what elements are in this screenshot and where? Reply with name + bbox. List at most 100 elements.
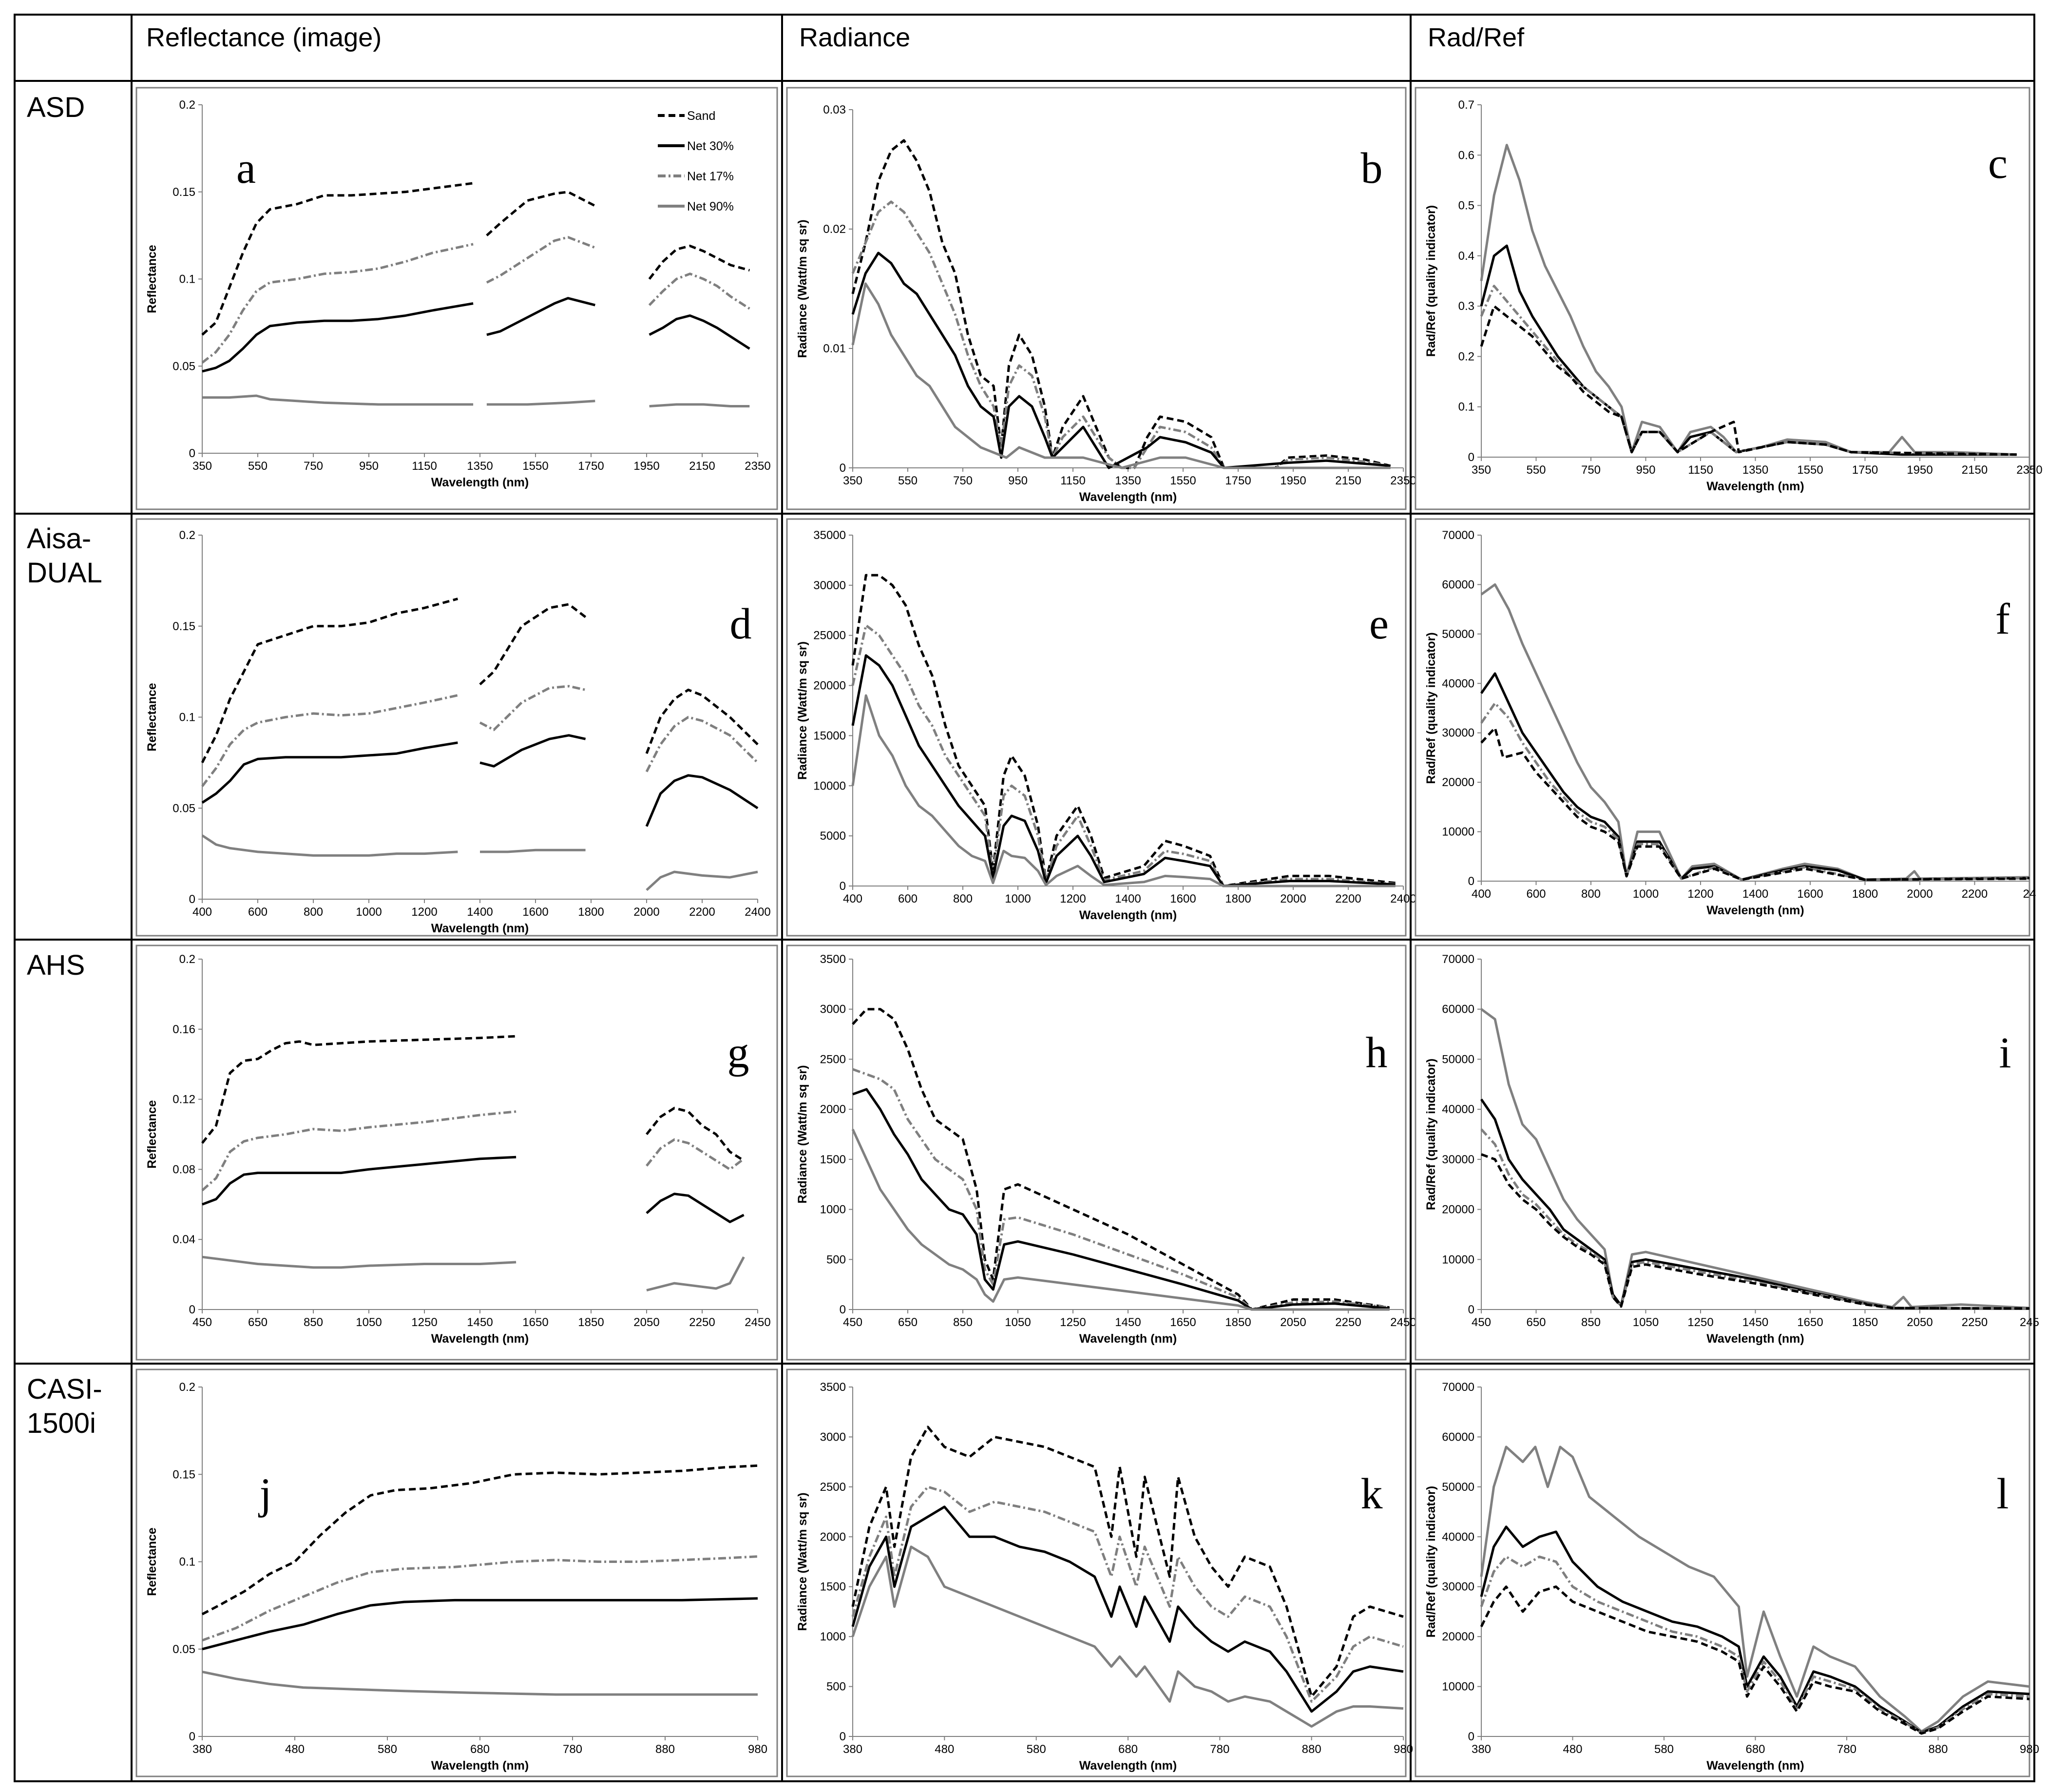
y-tick-label: 70000 bbox=[1442, 1381, 1474, 1394]
chart-panel-a: 350 550 750 950 1150 1350 1550 1750 1950 2150 2350… bbox=[135, 87, 778, 510]
x-tick-label: 880 bbox=[655, 1743, 675, 1756]
y-tick-label: 0.05 bbox=[172, 1643, 195, 1656]
y-tick-label: 500 bbox=[826, 1680, 846, 1694]
series-line-n90 bbox=[1480, 1445, 2030, 1733]
series-line-sand bbox=[851, 574, 1396, 887]
y-tick-label: 15000 bbox=[813, 729, 846, 742]
series-line-n90 bbox=[851, 1129, 1390, 1311]
chart-panel-f: 400 600 800 1000 1200 1400 1600 1800 2000 2200 24 0… bbox=[1415, 518, 2036, 937]
series-line-sand bbox=[646, 1107, 745, 1162]
y-axis-title: Rad/Ref (quality indicator) bbox=[1424, 1486, 1438, 1638]
x-tick-label: 2350 bbox=[1390, 474, 1416, 487]
x-tick-label: 1400 bbox=[467, 906, 493, 919]
series-line-sand bbox=[479, 603, 587, 686]
chart-frame bbox=[135, 518, 778, 937]
y-tick-label: 2500 bbox=[820, 1481, 846, 1494]
chart-frame bbox=[786, 87, 1407, 510]
y-tick-label: 60000 bbox=[1442, 578, 1474, 591]
y-tick-label: 0.2 bbox=[179, 98, 195, 112]
x-tick-label: 480 bbox=[1563, 1743, 1582, 1756]
series-line-n90 bbox=[480, 848, 586, 853]
series-line-n90 bbox=[851, 282, 1391, 469]
panel-letter: h bbox=[1366, 1029, 1388, 1077]
x-tick-label: 1600 bbox=[1797, 887, 1823, 901]
y-tick-label: 0 bbox=[1468, 875, 1474, 888]
x-axis-title: Wavelength (nm) bbox=[1079, 490, 1177, 504]
x-tick-label: 1950 bbox=[1907, 463, 1932, 477]
y-tick-label: 0 bbox=[189, 893, 195, 906]
y-tick-label: 50000 bbox=[1442, 1053, 1474, 1066]
y-tick-label: 10000 bbox=[1442, 1680, 1474, 1694]
y-tick-label: 0.2 bbox=[1458, 350, 1474, 363]
chart-panel-e: 400 600 800 1000 1200 1400 1600 1800 2000 2200 240… bbox=[786, 518, 1416, 937]
series-line-n17 bbox=[479, 685, 586, 732]
x-tick-label: 2200 bbox=[1962, 887, 1988, 901]
x-tick-label: 2050 bbox=[1280, 1316, 1306, 1329]
y-tick-label: 0 bbox=[189, 447, 195, 460]
y-tick-label: 35000 bbox=[813, 529, 846, 542]
series-line-sand bbox=[1480, 1585, 2030, 1735]
x-tick-label: 680 bbox=[1118, 1743, 1138, 1756]
x-tick-label: 350 bbox=[843, 474, 862, 487]
x-tick-label: 1600 bbox=[1170, 892, 1196, 906]
x-tick-label: 980 bbox=[748, 1743, 767, 1756]
series-line-n90 bbox=[202, 1670, 758, 1696]
chart-panel-i: 450 650 850 1050 1250 1450 1650 1850 2050 2250 245… bbox=[1415, 944, 2039, 1361]
series-line-n30 bbox=[1480, 1525, 2030, 1734]
series-line-n17 bbox=[645, 716, 759, 772]
y-tick-label: 25000 bbox=[813, 629, 846, 642]
x-tick-label: 2350 bbox=[745, 460, 770, 473]
x-tick-label: 1450 bbox=[467, 1316, 493, 1329]
y-tick-label: 0.08 bbox=[172, 1163, 195, 1176]
x-tick-label: 1550 bbox=[1797, 463, 1823, 477]
y-tick-label: 0.6 bbox=[1458, 149, 1474, 162]
x-tick-label: 1950 bbox=[1280, 474, 1306, 487]
row-header-line: AHS bbox=[27, 949, 85, 981]
chart-panel-j: 380 480 580 680 780 880 980 0 0.05 0.1 0.15 0.2 Wave… bbox=[135, 1368, 778, 1777]
series-line-n17 bbox=[646, 1138, 745, 1171]
table-grid bbox=[14, 14, 2035, 1782]
x-tick-label: 1250 bbox=[411, 1316, 437, 1329]
y-tick-label: 0.15 bbox=[172, 1468, 195, 1481]
column-header-rad-ref: Rad/Ref bbox=[1428, 23, 1525, 52]
chart-frame bbox=[1415, 944, 2030, 1361]
y-tick-label: 0.7 bbox=[1458, 98, 1474, 112]
series-line-n30 bbox=[201, 741, 458, 804]
series-line-n30 bbox=[202, 302, 474, 373]
x-tick-label: 1800 bbox=[1852, 887, 1878, 901]
x-tick-label: 380 bbox=[192, 1743, 212, 1756]
y-tick-label: 1500 bbox=[820, 1153, 846, 1166]
series-line-n30 bbox=[851, 1505, 1404, 1713]
y-axis-title: Reflectance bbox=[145, 1100, 159, 1168]
series-line-sand bbox=[851, 1426, 1404, 1698]
row-header-line: DUAL bbox=[27, 557, 102, 589]
x-tick-label: 2250 bbox=[1335, 1316, 1361, 1329]
chart-frame bbox=[135, 944, 778, 1361]
panel-letter: l bbox=[1996, 1470, 2009, 1518]
y-tick-label: 500 bbox=[826, 1253, 846, 1266]
x-tick-label: 850 bbox=[953, 1316, 973, 1329]
panel-letter: i bbox=[1999, 1029, 2011, 1077]
y-tick-label: 70000 bbox=[1442, 953, 1474, 966]
x-tick-label: 400 bbox=[1472, 887, 1491, 901]
series-line-n30 bbox=[646, 1193, 745, 1223]
x-tick-label: 480 bbox=[285, 1743, 305, 1756]
series-line-n90 bbox=[202, 394, 474, 406]
y-tick-label: 60000 bbox=[1442, 1430, 1474, 1444]
panel-letter: f bbox=[1995, 595, 2010, 643]
series-line-sand bbox=[201, 1464, 758, 1616]
x-tick-label: 2050 bbox=[1907, 1316, 1932, 1329]
x-tick-label: 950 bbox=[1008, 474, 1028, 487]
row-header-line: CASI- bbox=[27, 1373, 102, 1405]
y-tick-label: 0 bbox=[1468, 451, 1474, 464]
y-tick-label: 0.5 bbox=[1458, 199, 1474, 212]
x-tick-label: 2250 bbox=[689, 1316, 715, 1329]
chart-panel-l: 380 480 580 680 780 880 980 0 10000 20000 30000 400… bbox=[1415, 1368, 2039, 1777]
chart-frame bbox=[135, 87, 778, 510]
series-line-n30 bbox=[479, 734, 586, 768]
panel-letter: b bbox=[1361, 144, 1383, 193]
series-line-sand bbox=[851, 139, 1391, 469]
y-tick-label: 0 bbox=[189, 1730, 195, 1743]
x-tick-label: 800 bbox=[304, 906, 323, 919]
chart-frame bbox=[1415, 87, 2030, 510]
